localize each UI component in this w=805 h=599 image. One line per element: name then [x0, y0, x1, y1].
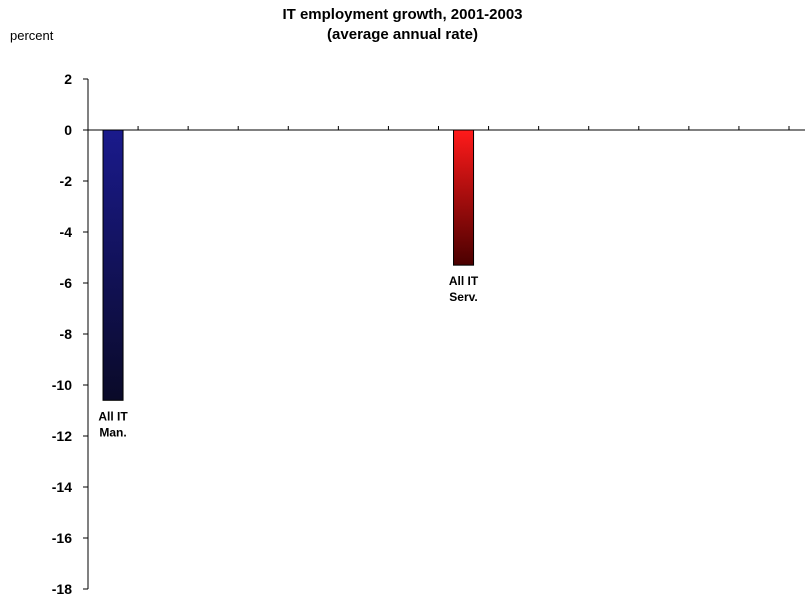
- axes: 2 0 -2 -4 -6 -8 -10 -12 -14 -16 -18: [52, 71, 805, 597]
- chart-title-line1: IT employment growth, 2001-2003: [282, 6, 523, 23]
- chart-title-line2: (average annual rate): [327, 26, 478, 43]
- bar-data-label: All IT: [449, 274, 479, 288]
- bar: [102, 129, 124, 401]
- y-tick-label: -12: [52, 428, 72, 444]
- y-tick-label: -14: [52, 479, 72, 495]
- bar: [453, 129, 475, 266]
- y-tick-label: -6: [60, 275, 73, 291]
- y-tick-label: -16: [52, 530, 72, 546]
- y-tick-label: 0: [64, 122, 72, 138]
- y-tick-label: 2: [64, 71, 72, 87]
- bar-data-label: All IT: [98, 409, 128, 423]
- bar-data-label: Man.: [99, 425, 126, 439]
- y-tick-label: -10: [52, 377, 72, 393]
- y-tick-label: -8: [60, 326, 73, 342]
- bar-data-label: Serv.: [449, 290, 477, 304]
- y-tick-label: -4: [60, 224, 73, 240]
- bar-labels: All IT Man. All IT Serv.: [98, 274, 479, 439]
- bars: [102, 129, 475, 401]
- y-tick-label: -2: [60, 173, 73, 189]
- y-tick-label: -18: [52, 581, 72, 597]
- chart-title: IT employment growth, 2001-2003 (average…: [0, 5, 805, 45]
- y-axis-unit-label: percent: [10, 28, 54, 43]
